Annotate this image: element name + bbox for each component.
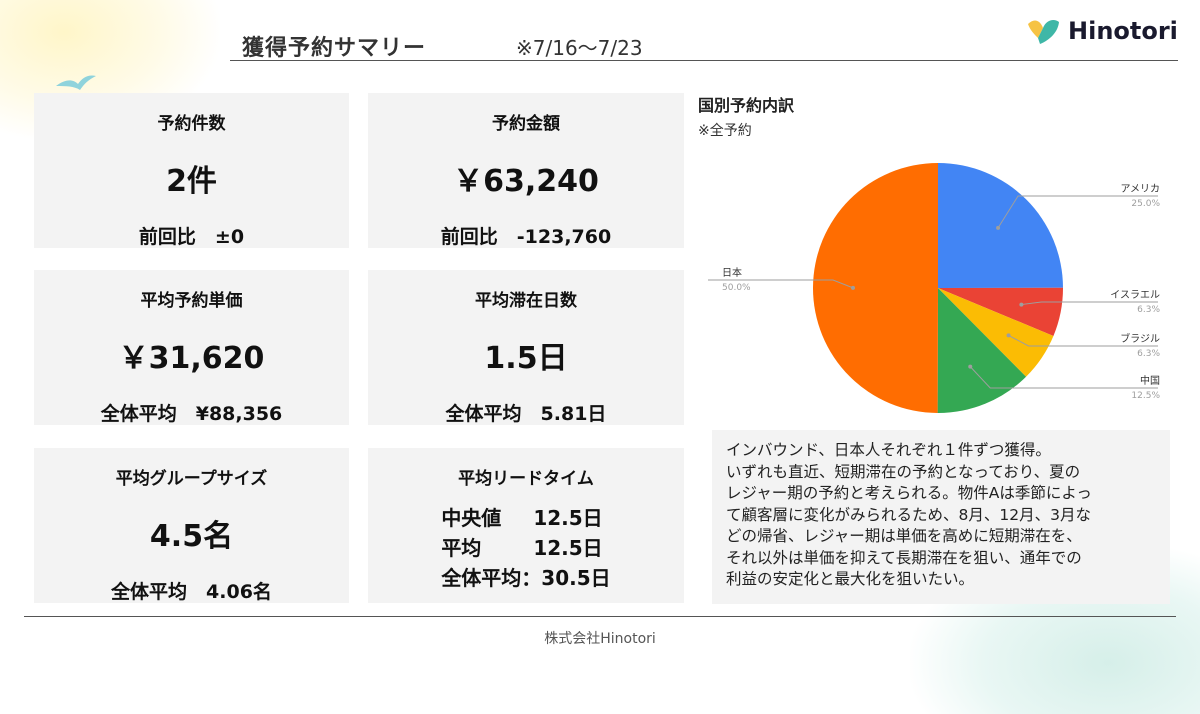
card-value: 2件 [166, 164, 217, 199]
card-amount: 予約金額 ￥63,240 前回比 -123,760 [368, 93, 684, 248]
lead-time-key: 中央値 [441, 506, 502, 530]
card-comparison: 全体平均 ¥88,356 [100, 403, 283, 425]
commentary-text: インバウンド、日本人それぞれ１件ずつ獲得。 いずれも直近、短期滞在の予約となって… [712, 430, 1170, 604]
lead-time-key: 平均 [441, 536, 482, 560]
slice-percent-2: 6.3% [1137, 349, 1160, 359]
card-label: 平均予約単価 [140, 291, 243, 311]
card-label: 予約件数 [157, 114, 226, 134]
company-logo: Hinotori [1026, 16, 1178, 46]
lead-time-overall: 全体平均：30.5日 [441, 566, 611, 590]
slice-label-2: ブラジル [1120, 332, 1160, 345]
pie-slice-4 [812, 162, 938, 413]
card-value: 1.5日 [484, 341, 568, 376]
card-value: ￥31,620 [118, 341, 265, 376]
card-avg-stay: 平均滞在日数 1.5日 全体平均 5.81日 [368, 270, 684, 425]
card-comparison: 全体平均 5.81日 [445, 403, 607, 425]
callout-line-1 [1021, 301, 1158, 306]
card-value: ￥63,240 [453, 164, 599, 199]
callout-line-0 [997, 195, 1158, 229]
card-bookings: 予約件数 2件 前回比 ±0 [34, 93, 349, 248]
bird-icon [56, 75, 96, 90]
hinotori-logo-icon [1028, 20, 1059, 44]
header-divider [230, 60, 1178, 61]
card-value: 4.5名 [149, 519, 234, 554]
lead-time-table: 中央値 12.5日 平均 12.5日 全体平均：30.5日 [441, 503, 610, 593]
slice-percent-0: 25.0% [1131, 199, 1160, 209]
card-lead-time: 平均リードタイム 中央値 12.5日 平均 12.5日 全体平均：30.5日 [368, 448, 684, 603]
page-title: 獲得予約サマリー [242, 36, 427, 61]
card-comparison: 前回比 ±0 [138, 226, 245, 248]
footer-divider [24, 616, 1176, 617]
pie-slice-0 [938, 163, 1063, 288]
callout-dot-4 [851, 285, 856, 290]
card-comparison: 前回比 -123,760 [440, 226, 612, 248]
slice-percent-4: 50.0% [722, 283, 751, 293]
slice-label-0: アメリカ [1121, 183, 1161, 195]
lead-time-value: 12.5日 [533, 536, 603, 560]
slice-label-4: 日本 [722, 266, 742, 279]
callout-line-4 [708, 279, 854, 289]
pie-slice-1 [938, 287, 1063, 336]
card-label: 平均グループサイズ [115, 469, 268, 489]
callout-dot-0 [996, 225, 1001, 230]
slice-label-1: イスラエル [1110, 289, 1160, 301]
callout-line-3 [969, 366, 1158, 389]
country-pie-chart: アメリカ 25.0% イスラエル 6.3% ブラジル 6.3% 中国 12.5% 日本 50.0% [708, 162, 1161, 413]
card-label: 平均リードタイム [458, 469, 594, 489]
slice-percent-1: 6.3% [1137, 305, 1160, 315]
slice-label-3: 中国 [1140, 374, 1160, 387]
callout-dot-2 [1006, 333, 1011, 338]
callout-dot-3 [968, 364, 973, 369]
card-label: 予約金額 [492, 114, 560, 134]
card-label: 平均滞在日数 [475, 291, 577, 311]
callout-dot-1 [1019, 302, 1024, 307]
logo-text: Hinotori [1068, 17, 1178, 45]
pie-slice-3 [937, 288, 1027, 413]
callout-line-2 [1008, 334, 1158, 347]
card-avg-price: 平均予約単価 ￥31,620 全体平均 ¥88,356 [34, 270, 349, 425]
chart-title: 国別予約内訳 [698, 96, 795, 115]
footer-company: 株式会社Hinotori [544, 631, 656, 647]
card-comparison: 全体平均 4.06名 [111, 581, 272, 603]
chart-subtitle: ※全予約 [698, 123, 752, 139]
lead-time-value: 12.5日 [533, 506, 603, 530]
pie-slice-2 [938, 288, 1054, 377]
period-label: ※7/16〜7/23 [516, 36, 643, 60]
slice-percent-3: 12.5% [1131, 391, 1160, 401]
card-avg-group: 平均グループサイズ 4.5名 全体平均 4.06名 [34, 448, 349, 603]
